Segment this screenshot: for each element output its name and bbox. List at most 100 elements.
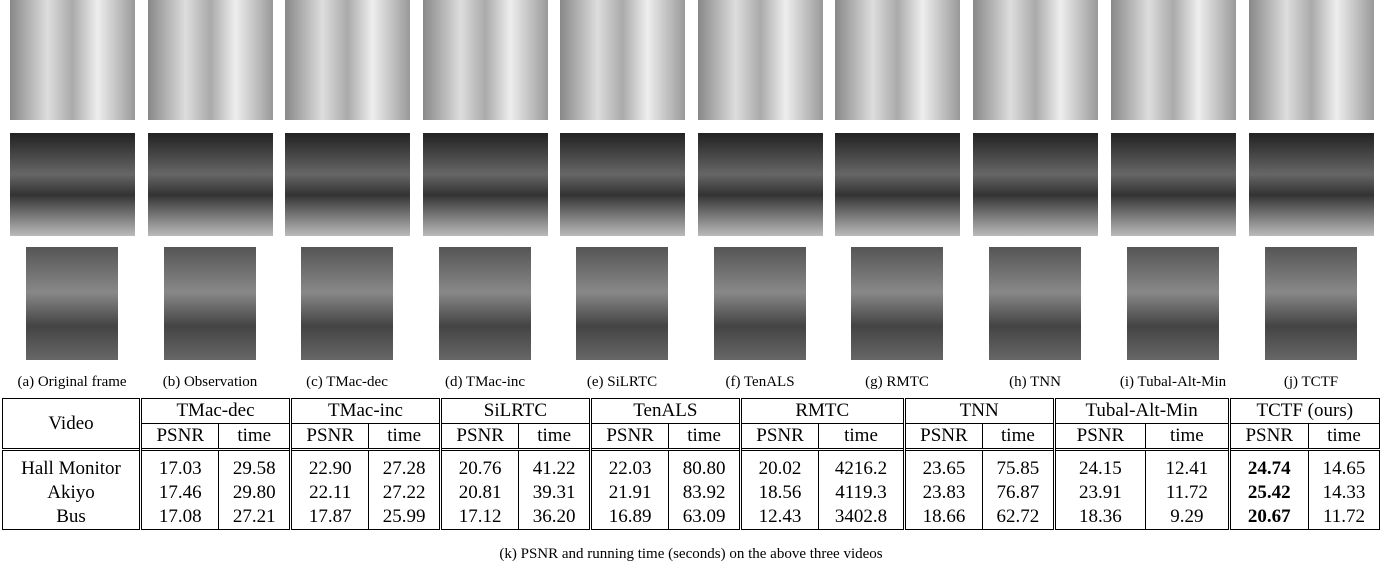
- video-frame: [973, 133, 1098, 236]
- cell: 29.58: [219, 450, 290, 482]
- video-frame: [973, 0, 1098, 120]
- cell: 24.15: [1054, 450, 1146, 482]
- cell: 9.29: [1146, 505, 1229, 530]
- video-frame: [164, 247, 256, 360]
- cell: 12.43: [740, 505, 818, 530]
- video-frame: [285, 0, 410, 120]
- video-frame: [148, 133, 273, 236]
- panel-caption: (b) Observation: [163, 374, 258, 391]
- panel-caption: (j) TCTF: [1284, 374, 1338, 391]
- video-frame: [10, 133, 135, 236]
- video-frame: [576, 247, 668, 360]
- subheader: PSNR: [290, 424, 368, 450]
- header-cell: Video: [3, 399, 141, 450]
- cell: 14.33: [1308, 481, 1379, 505]
- cell: 22.11: [290, 481, 368, 505]
- subheader: PSNR: [590, 424, 668, 450]
- video-frame: [835, 133, 960, 236]
- panel-caption: (c) TMac-dec: [306, 374, 388, 391]
- cell: 75.85: [983, 450, 1054, 482]
- video-frame: [698, 0, 823, 120]
- cell: 12.41: [1146, 450, 1229, 482]
- group-header: TenALS: [590, 399, 740, 424]
- group-header: Tubal-Alt-Min: [1054, 399, 1229, 424]
- cell: 17.03: [141, 450, 219, 482]
- subheader: time: [219, 424, 290, 450]
- panel-caption: (g) RMTC: [865, 374, 929, 391]
- cell: 4216.2: [819, 450, 904, 482]
- subheader: time: [983, 424, 1054, 450]
- cell: 41.22: [519, 450, 590, 482]
- subheader: time: [819, 424, 904, 450]
- subheader: time: [1308, 424, 1379, 450]
- video-frame: [423, 0, 548, 120]
- cell: 27.21: [219, 505, 290, 530]
- cell: 17.08: [141, 505, 219, 530]
- video-frame: [989, 247, 1081, 360]
- video-frame: [560, 0, 685, 120]
- cell: 17.87: [290, 505, 368, 530]
- subheader: PSNR: [141, 424, 219, 450]
- table-caption: (k) PSNR and running time (seconds) on t…: [0, 546, 1382, 563]
- video-frame: [285, 133, 410, 236]
- subheader: PSNR: [904, 424, 982, 450]
- video-frame: [851, 247, 943, 360]
- group-header: TMac-dec: [141, 399, 291, 424]
- panel-caption: (i) Tubal-Alt-Min: [1120, 374, 1226, 391]
- cell: 63.09: [669, 505, 740, 530]
- panel-caption: (a) Original frame: [17, 374, 126, 391]
- cell: 62.72: [983, 505, 1054, 530]
- video-frame: [698, 133, 823, 236]
- cell: 27.22: [369, 481, 440, 505]
- cell: 18.36: [1054, 505, 1146, 530]
- subheader: time: [369, 424, 440, 450]
- video-frame: [835, 0, 960, 120]
- video-frame: [26, 247, 118, 360]
- cell: 80.80: [669, 450, 740, 482]
- panel-caption: (d) TMac-inc: [445, 374, 525, 391]
- cell: 27.28: [369, 450, 440, 482]
- cell: 24.74: [1229, 450, 1308, 482]
- cell: 39.31: [519, 481, 590, 505]
- cell: 22.03: [590, 450, 668, 482]
- cell: 20.76: [440, 450, 518, 482]
- group-header: SiLRTC: [440, 399, 590, 424]
- subheader: PSNR: [440, 424, 518, 450]
- cell: 25.42: [1229, 481, 1308, 505]
- cell: 3402.8: [819, 505, 904, 530]
- video-frame: [714, 247, 806, 360]
- cell: 14.65: [1308, 450, 1379, 482]
- group-header: TMac-inc: [290, 399, 440, 424]
- group-header: RMTC: [740, 399, 904, 424]
- subheader: time: [519, 424, 590, 450]
- subheader: PSNR: [740, 424, 818, 450]
- video-frame: [1111, 133, 1236, 236]
- video-frame: [301, 247, 393, 360]
- cell: 16.89: [590, 505, 668, 530]
- video-frame: [423, 133, 548, 236]
- cell: 17.46: [141, 481, 219, 505]
- cell: 25.99: [369, 505, 440, 530]
- cell: 83.92: [669, 481, 740, 505]
- cell: 23.83: [904, 481, 982, 505]
- page: (a) Original frame (b) Observation (c) TMa…: [0, 0, 1382, 566]
- cell: 11.72: [1146, 481, 1229, 505]
- subheader: PSNR: [1229, 424, 1308, 450]
- video-frame: [1127, 247, 1219, 360]
- cell: 23.91: [1054, 481, 1146, 505]
- cell: 17.12: [440, 505, 518, 530]
- cell: 36.20: [519, 505, 590, 530]
- video-frame: [10, 0, 135, 120]
- cell: 11.72: [1308, 505, 1379, 530]
- video-frame: [439, 247, 531, 360]
- video-frame: [1265, 247, 1357, 360]
- cell: 23.65: [904, 450, 982, 482]
- cell: 21.91: [590, 481, 668, 505]
- cell: 76.87: [983, 481, 1054, 505]
- cell: 20.81: [440, 481, 518, 505]
